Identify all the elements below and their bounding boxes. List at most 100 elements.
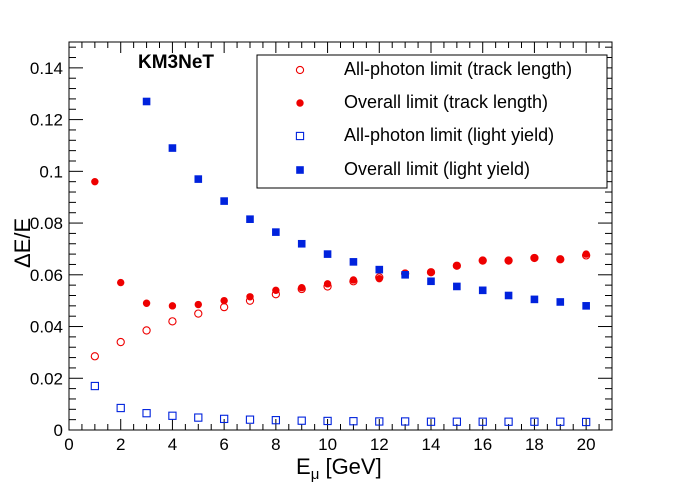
x-tick-label: 14: [422, 435, 441, 454]
data-point-series-4: [168, 144, 177, 152]
data-point-series-1: [142, 326, 151, 335]
data-point-series-2: [479, 256, 487, 265]
plot-frame: [68, 41, 613, 431]
x-axis-title: Eμ [GeV]: [296, 454, 382, 483]
data-point-series-3: [194, 413, 203, 422]
data-point-series-3: [142, 409, 151, 418]
data-point-series-4: [401, 271, 409, 279]
y-tick-label: 0.14: [30, 59, 63, 78]
x-tick-label: 0: [64, 435, 73, 454]
data-point-series-3: [426, 417, 436, 426]
y-tick-label: 0.04: [30, 318, 63, 337]
y-tick-label: 0: [54, 421, 63, 440]
x-tick-label: 12: [370, 435, 389, 454]
data-point-series-2: [504, 256, 513, 265]
data-point-series-2: [194, 300, 202, 309]
legend-label-overall-light: Overall limit (light yield): [344, 159, 530, 179]
data-point-series-2: [117, 278, 125, 287]
data-point-series-4: [375, 265, 384, 274]
data-point-series-2: [530, 254, 539, 262]
legend: All-photon limit (track length) Overall …: [256, 54, 608, 189]
data-point-series-3: [245, 415, 255, 424]
data-point-series-4: [220, 197, 228, 205]
x-tick-label: 4: [168, 435, 177, 454]
legend-marker-series-1: [295, 65, 305, 75]
x-tick-label: 16: [473, 435, 492, 454]
data-point-series-4: [453, 282, 461, 291]
x-tick-label: 6: [219, 435, 228, 454]
data-point-series-2: [220, 296, 228, 305]
data-point-series-4: [504, 291, 513, 300]
data-point-series-3: [478, 417, 487, 426]
data-point-series-3: [400, 417, 410, 426]
data-point-series-3: [116, 403, 125, 413]
data-point-series-2: [142, 299, 151, 307]
x-axis-title-unit: [GeV]: [319, 454, 381, 479]
data-point-series-4: [272, 228, 280, 236]
data-point-series-4: [478, 286, 487, 295]
data-point-series-2: [375, 274, 383, 283]
data-point-series-3: [90, 381, 100, 391]
data-point-series-3: [530, 417, 539, 426]
y-tick-label: 0.06: [30, 266, 63, 285]
data-point-series-2: [246, 293, 254, 301]
data-point-series-4: [297, 239, 306, 248]
data-point-series-2: [349, 276, 358, 284]
data-point-series-4: [349, 258, 358, 266]
data-point-series-2: [323, 280, 332, 288]
x-tick-label: 10: [318, 435, 337, 454]
y-tick-label: 0.1: [39, 162, 63, 181]
data-point-series-2: [453, 262, 461, 270]
data-point-series-4: [323, 250, 332, 258]
y-tick-label: 0.08: [30, 214, 63, 233]
y-tick-labels: 0 0.02 0.04 0.06 0.08 0.1 0.12 0.14: [30, 59, 63, 440]
legend-label-allphoton-light: All-photon limit (light yield): [344, 125, 554, 145]
data-point-series-3: [556, 417, 565, 426]
data-point-series-3: [581, 417, 591, 427]
data-point-series-2: [168, 302, 177, 310]
y-tick-label: 0.12: [30, 111, 63, 130]
data-point-series-4: [246, 215, 254, 223]
data-point-series-4: [530, 295, 539, 304]
legend-markers: [295, 65, 305, 174]
data-point-series-1: [116, 337, 125, 347]
x-tick-label: 2: [116, 435, 125, 454]
legend-box: [256, 54, 608, 189]
x-tick-label: 20: [577, 435, 596, 454]
legend-label-overall-track: Overall limit (track length): [344, 92, 548, 112]
brand-annotation: KM3NeT: [138, 52, 214, 73]
data-point-series-3: [452, 417, 462, 426]
data-point-series-2: [91, 177, 99, 186]
data-point-series-4: [142, 97, 151, 106]
y-axis-title: ΔE/E: [10, 218, 35, 268]
data-point-series-4: [582, 302, 590, 310]
data-point-series-2: [298, 284, 306, 292]
data-points: [90, 97, 591, 427]
y-tick-label: 0.02: [30, 369, 63, 388]
data-point-series-2: [556, 255, 564, 263]
data-point-series-4: [427, 277, 435, 286]
data-point-series-3: [504, 417, 513, 426]
data-point-series-2: [272, 286, 280, 295]
legend-marker-series-4: [296, 166, 304, 174]
data-point-series-1: [90, 352, 100, 361]
x-tick-labels: 0 2 4 6 8 10 12 14 16 18 20: [64, 435, 595, 454]
x-axis-title-base: E: [296, 454, 311, 479]
x-tick-label: 18: [525, 435, 544, 454]
axis-ticks: [68, 42, 613, 431]
data-point-series-2: [427, 268, 435, 276]
legend-label-allphoton-track: All-photon limit (track length): [344, 59, 572, 79]
data-point-series-4: [556, 298, 565, 306]
data-point-series-3: [219, 414, 229, 424]
data-point-series-4: [194, 175, 203, 183]
data-point-series-1: [194, 309, 203, 318]
data-point-series-3: [297, 416, 306, 425]
data-point-series-3: [323, 416, 332, 426]
data-point-series-3: [375, 417, 384, 426]
data-point-series-3: [168, 411, 177, 420]
data-point-series-2: [582, 250, 590, 258]
data-point-series-3: [271, 416, 281, 425]
legend-marker-series-3: [295, 131, 305, 141]
data-point-series-3: [349, 417, 358, 426]
